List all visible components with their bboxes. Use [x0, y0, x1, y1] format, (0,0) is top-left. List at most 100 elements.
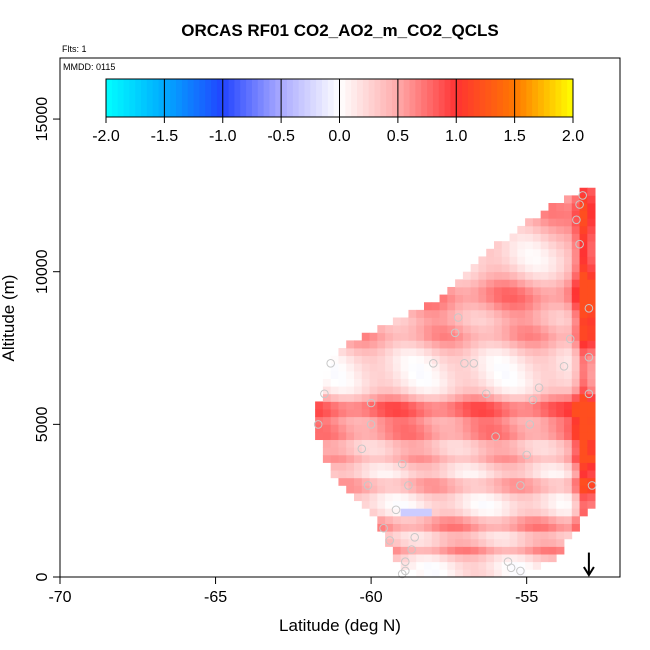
- heatmap-cell: [501, 531, 510, 540]
- heatmap-cell: [478, 271, 487, 280]
- heatmap-cell: [494, 401, 503, 410]
- heatmap-cell: [416, 569, 425, 578]
- colorbar-swatch: [514, 79, 521, 117]
- heatmap-cell: [501, 561, 510, 570]
- heatmap-cell: [525, 531, 534, 540]
- heatmap-cell: [424, 370, 433, 379]
- heatmap-cell: [478, 279, 487, 288]
- heatmap-cell: [509, 264, 518, 273]
- heatmap-cell: [478, 508, 487, 517]
- heatmap-cell: [532, 500, 542, 509]
- heatmap-cell: [486, 569, 495, 578]
- heatmap-cell: [587, 294, 596, 303]
- colorbar-swatch: [316, 79, 323, 117]
- heatmap-cell: [392, 531, 402, 540]
- colorbar-swatch: [450, 79, 457, 117]
- heatmap-cell: [486, 500, 495, 509]
- colorbar-tick-label: -2.0: [92, 128, 120, 145]
- heatmap-cell: [338, 348, 347, 357]
- heatmap-cell: [470, 546, 479, 555]
- heatmap-cell: [517, 279, 526, 288]
- heatmap-cell: [501, 538, 510, 547]
- heatmap-cell: [424, 523, 433, 532]
- colorbar: -2.0 -1.5 -1.0 -0.5 0.0 0.5 1.0 1.5 2.0: [92, 78, 584, 145]
- heatmap-cell: [377, 447, 386, 456]
- heatmap-cell: [346, 386, 355, 395]
- heatmap-cell: [501, 317, 510, 326]
- heatmap-cell: [532, 355, 542, 364]
- heatmap-cell: [486, 332, 495, 341]
- y-tick-label: 15000: [34, 97, 51, 142]
- heatmap-cell: [517, 317, 526, 326]
- heatmap-cell: [564, 248, 573, 257]
- heatmap-cell: [369, 477, 378, 486]
- heatmap-cell: [408, 470, 417, 479]
- heatmap-cell: [354, 462, 363, 471]
- heatmap-cell: [548, 332, 557, 341]
- colorbar-swatch: [473, 79, 481, 117]
- colorbar-swatch: [199, 79, 206, 117]
- heatmap-cell: [462, 470, 472, 479]
- heatmap-cell: [392, 454, 402, 463]
- heatmap-cell: [571, 462, 580, 471]
- heatmap-cell: [400, 355, 409, 364]
- heatmap-cell: [470, 393, 479, 402]
- heatmap-cell: [338, 401, 347, 410]
- heatmap-cell: [400, 439, 409, 448]
- heatmap-cell: [579, 233, 588, 242]
- heatmap-cell: [431, 386, 440, 395]
- heatmap-cell: [361, 416, 370, 425]
- heatmap-cell: [478, 332, 487, 341]
- heatmap-cell: [478, 409, 487, 418]
- heatmap-cell: [532, 218, 542, 227]
- heatmap-cell: [385, 538, 394, 547]
- heatmap-cell: [462, 523, 472, 532]
- heatmap-cell: [564, 500, 573, 509]
- heatmap-cell: [532, 248, 542, 257]
- heatmap-cell: [571, 348, 580, 357]
- heatmap-cell: [431, 424, 440, 433]
- heatmap-cell: [525, 264, 534, 273]
- heatmap-cell: [392, 431, 402, 441]
- heatmap-cell: [494, 515, 503, 524]
- heatmap-cell: [447, 477, 456, 486]
- heatmap-cell: [587, 439, 596, 448]
- heatmap-cell: [447, 462, 456, 471]
- heatmap-cell: [564, 355, 573, 364]
- heatmap-cell: [377, 500, 386, 509]
- heatmap-cell: [525, 355, 534, 364]
- heatmap-cell: [377, 393, 386, 402]
- heatmap-cell: [369, 340, 378, 349]
- heatmap-cell: [587, 386, 596, 395]
- colorbar-swatch: [380, 79, 387, 117]
- colorbar-swatch: [234, 79, 241, 117]
- heatmap-cell: [322, 447, 332, 456]
- heatmap-cell: [462, 424, 472, 433]
- heatmap-cell: [478, 286, 487, 295]
- heatmap-cell: [556, 248, 565, 257]
- heatmap-cell: [579, 325, 588, 334]
- heatmap-cell: [416, 485, 425, 494]
- y-tick-label: 5000: [34, 407, 51, 443]
- heatmap-cell: [447, 470, 456, 479]
- heatmap-cell: [462, 378, 472, 387]
- colorbar-swatch: [432, 79, 440, 117]
- heatmap-cell: [517, 515, 526, 524]
- heatmap-cell: [478, 447, 487, 456]
- heatmap-cell: [579, 493, 588, 502]
- heatmap-cell: [385, 409, 394, 418]
- heatmap-cell: [346, 378, 355, 387]
- heatmap-cell: [579, 454, 588, 463]
- heatmap-cell: [462, 279, 472, 288]
- heatmap-cell: [392, 447, 402, 456]
- heatmap-cell: [525, 493, 534, 502]
- heatmap-cell: [439, 378, 448, 387]
- heatmap-cell: [431, 355, 440, 364]
- heatmap-cell: [501, 447, 510, 456]
- colorbar-swatch: [543, 79, 551, 117]
- heatmap-cell: [501, 363, 510, 372]
- heatmap-cell: [501, 309, 510, 318]
- heatmap-cell: [322, 393, 332, 402]
- heatmap-cell: [478, 256, 487, 265]
- heatmap-cell: [517, 370, 526, 379]
